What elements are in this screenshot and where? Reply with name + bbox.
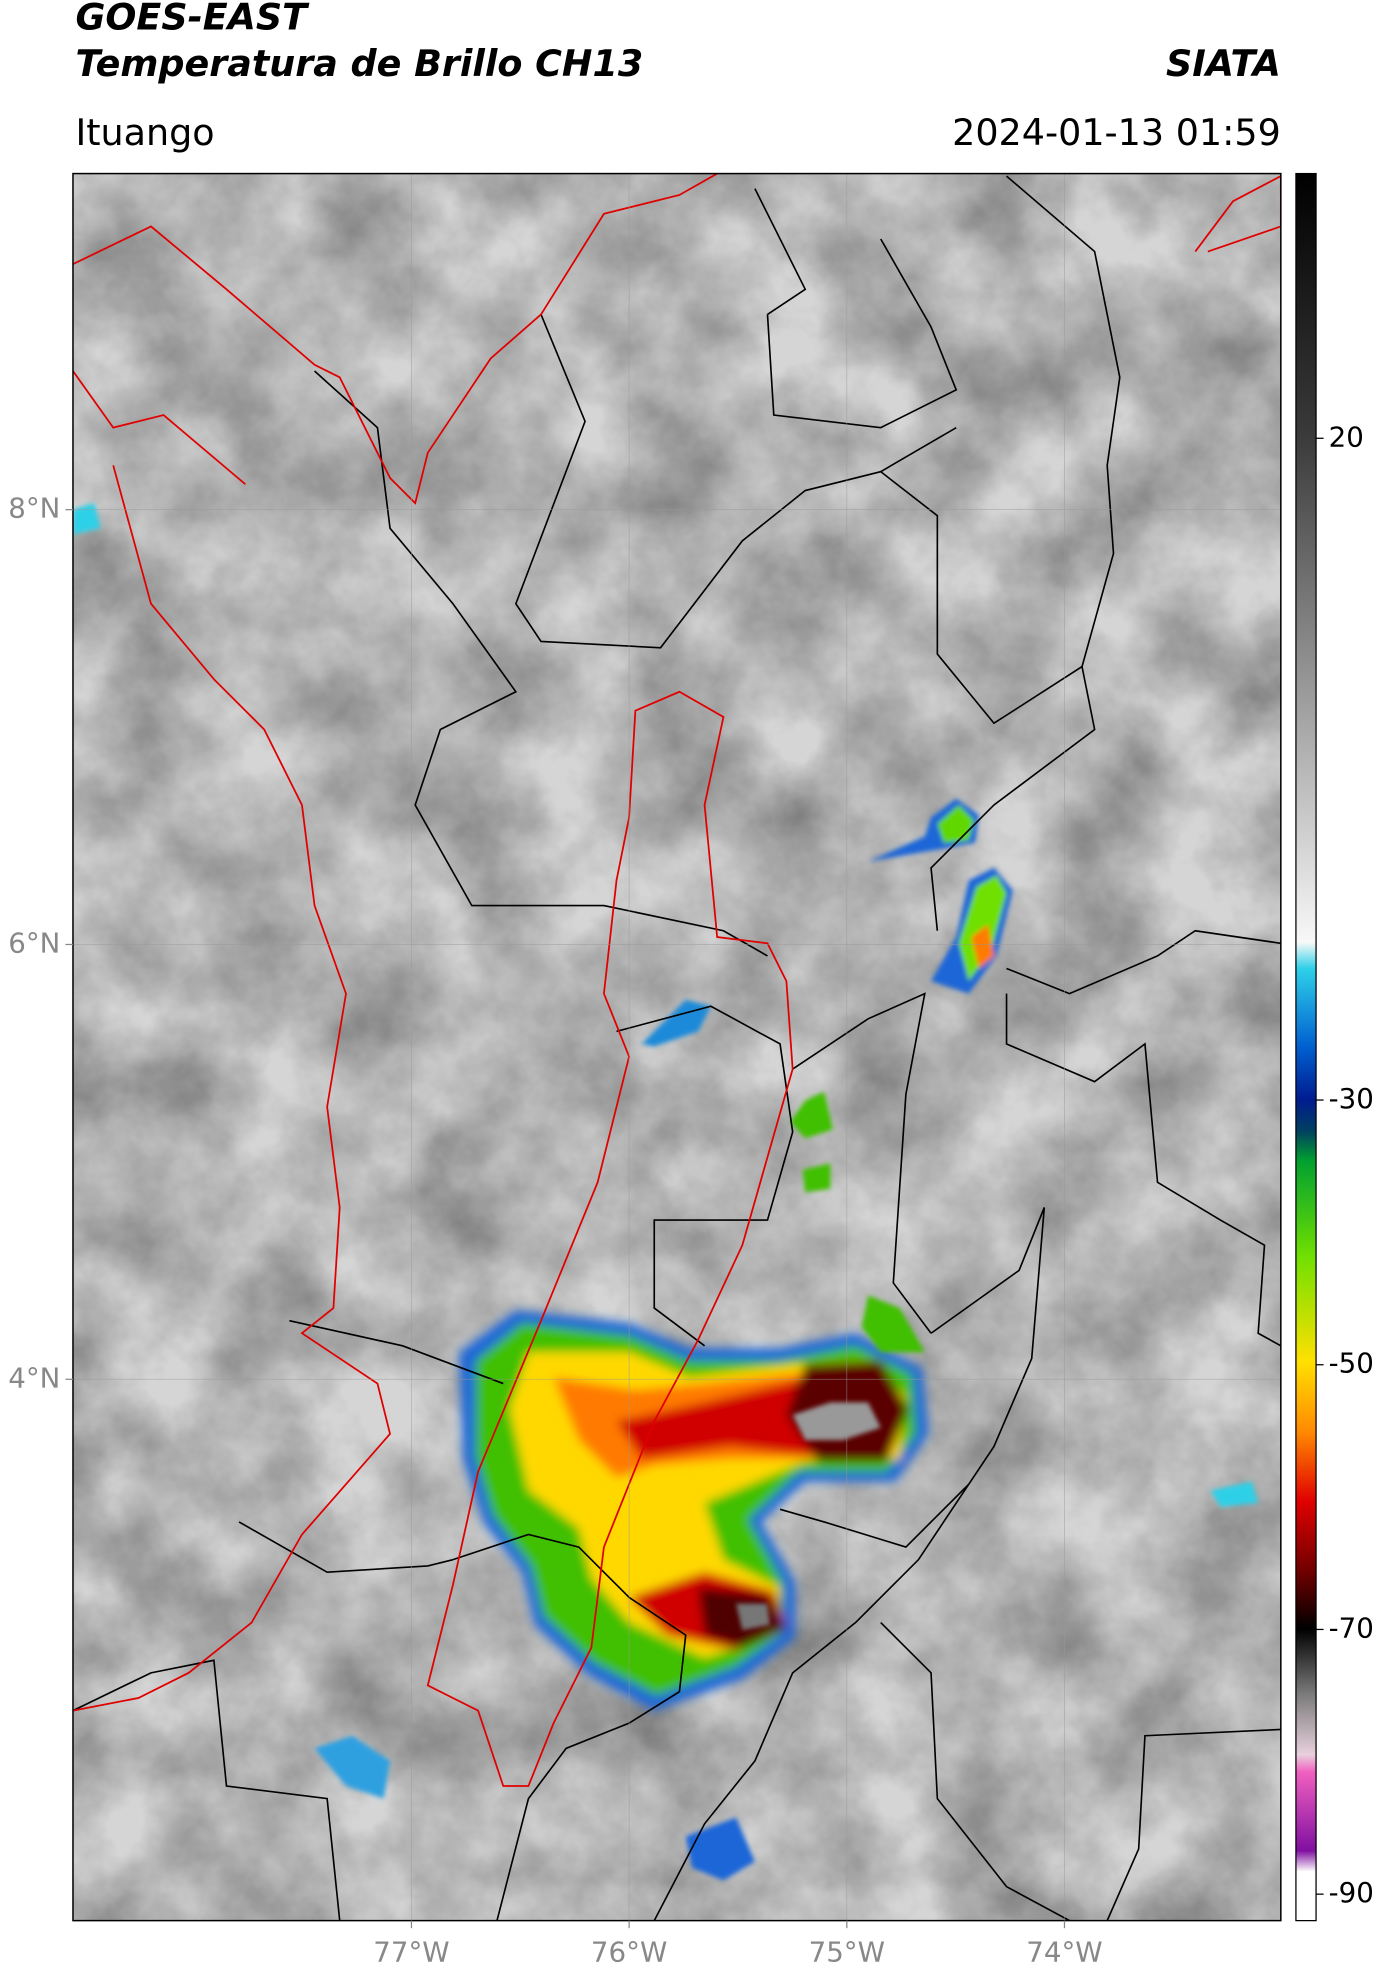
x-tick-label: 76°W (591, 1935, 667, 1968)
storm-cores (72, 503, 1259, 1881)
coastline-and-basin (72, 173, 1281, 1787)
y-tick-label: 6°N (8, 926, 60, 959)
ticks: 77°W 76°W 75°W 74°W 8°N 6°N 4°N 20 -30 -50 -70 -90 (8, 420, 1374, 1968)
map-frame (72, 172, 1282, 1922)
colorbar (1295, 172, 1317, 1922)
x-tick-label: 74°W (1026, 1935, 1102, 1968)
grid (72, 173, 1281, 1921)
colorbar-tick-label: -90 (1329, 1876, 1374, 1909)
colorbar-tick-label: -30 (1329, 1082, 1374, 1115)
subtitle: Temperatura de Brillo CH13 (75, 42, 643, 85)
x-tick-label: 77°W (373, 1935, 449, 1968)
admin-boundaries (72, 175, 1281, 1921)
source: SIATA (1166, 42, 1281, 85)
colorbar-tick-label: -70 (1329, 1611, 1374, 1644)
datetime: 2024-01-13 01:59 (952, 111, 1281, 154)
location: Ituango (75, 111, 214, 154)
map-image (72, 173, 1281, 1921)
title: GOES-EAST (75, 0, 310, 38)
colorbar-tick-label: 20 (1329, 420, 1364, 453)
x-tick-label: 75°W (809, 1935, 885, 1968)
y-tick-label: 4°N (8, 1361, 60, 1394)
y-tick-label: 8°N (8, 492, 60, 525)
colorbar-tick-label: -50 (1329, 1347, 1374, 1380)
